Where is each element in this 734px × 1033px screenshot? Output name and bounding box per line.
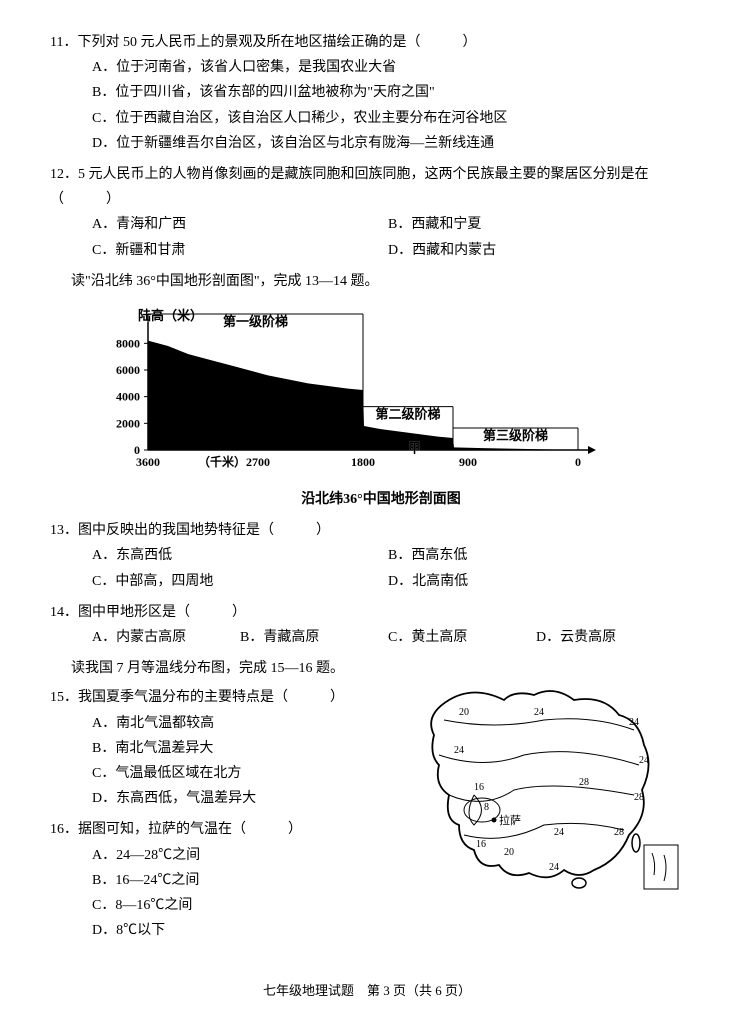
page-footer: 七年级地理试题 第 3 页（共 6 页） [50,979,684,1002]
q13-opt-b: B．西高东低 [388,543,684,568]
q12-options: A．青海和广西 B．西藏和宁夏 C．新疆和甘肃 D．西藏和内蒙古 [92,212,684,262]
svg-text:28: 28 [634,792,644,803]
svg-text:24: 24 [454,745,464,756]
q14-opt-b: B．青藏高原 [240,625,388,650]
isotherm-map: 拉萨202424242428282824201616824 [404,675,684,904]
q11-stem: 下列对 50 元人民币上的景观及所在地区描绘正确的是（ ） [77,35,476,50]
svg-text:8000: 8000 [116,336,140,350]
svg-text:2000: 2000 [116,416,140,430]
svg-text:28: 28 [579,777,589,788]
question-12: 12．5 元人民币上的人物肖像刻画的是藏族同胞和回族同胞，这两个民族最主要的聚居… [50,162,684,263]
svg-text:24: 24 [639,755,649,766]
svg-text:第一级阶梯: 第一级阶梯 [223,314,288,329]
svg-text:900: 900 [459,455,477,469]
profile-title: 沿北纬36°中国地形剖面图 [78,487,684,512]
q13-opt-c: C．中部高，四周地 [92,569,388,594]
q14-opt-a: A．内蒙古高原 [92,625,240,650]
svg-text:甲: 甲 [408,441,421,456]
svg-text:20: 20 [504,847,514,858]
q11-opt-a: A．位于河南省，该省人口密集，是我国农业大省 [92,55,684,80]
q14-stem: 图中甲地形区是（ ） [78,605,246,620]
svg-text:0: 0 [575,455,581,469]
q11-opt-b: B．位于四川省，该省东部的四川盆地被称为"天府之国" [92,80,684,105]
q11-opt-d: D．位于新疆维吾尔自治区，该自治区与北京有陇海—兰新线连通 [92,131,684,156]
svg-text:24: 24 [629,717,639,728]
svg-text:16: 16 [474,782,484,793]
q13-num: 13． [50,523,78,538]
svg-text:6000: 6000 [116,363,140,377]
q15-stem: 我国夏季气温分布的主要特点是（ ） [78,690,344,705]
q16-stem: 据图可知，拉萨的气温在（ ） [78,822,302,837]
svg-text:28: 28 [614,827,624,838]
isotherm-map-svg: 拉萨202424242428282824201616824 [404,675,684,895]
terrain-profile-svg: 陆高（米）02000400060008000第一级阶梯第二级阶梯第三级阶梯甲甲3… [78,300,598,480]
q14-opt-d: D．云贵高原 [536,625,684,650]
svg-text:3600: 3600 [136,455,160,469]
q13-options: A．东高西低 B．西高东低 C．中部高，四周地 D．北高南低 [92,543,684,593]
svg-text:20: 20 [459,707,469,718]
svg-text:（千米）: （千米） [198,454,246,469]
svg-text:拉萨: 拉萨 [499,813,521,827]
svg-text:第三级阶梯: 第三级阶梯 [483,428,548,443]
q12-opt-b: B．西藏和宁夏 [388,212,684,237]
q13-stem: 图中反映出的我国地势特征是（ ） [78,523,330,538]
question-13: 13．图中反映出的我国地势特征是（ ） A．东高西低 B．西高东低 C．中部高，… [50,518,684,594]
svg-text:24: 24 [534,707,544,718]
q14-opt-c: C．黄土高原 [388,625,536,650]
svg-text:8: 8 [484,802,489,813]
q11-options: A．位于河南省，该省人口密集，是我国农业大省 B．位于四川省，该省东部的四川盆地… [92,55,684,156]
q15-num: 15． [50,690,78,705]
q12-opt-d: D．西藏和内蒙古 [388,238,684,263]
svg-text:24: 24 [554,827,564,838]
q11-num: 11． [50,35,77,50]
reading-13-14: 读"沿北纬 36°中国地形剖面图"，完成 13—14 题。 [71,269,684,294]
q14-options: A．内蒙古高原 B．青藏高原 C．黄土高原 D．云贵高原 [92,625,684,650]
question-11: 11．下列对 50 元人民币上的景观及所在地区描绘正确的是（ ） A．位于河南省… [50,30,684,156]
svg-text:4000: 4000 [116,390,140,404]
terrain-profile-chart: 陆高（米）02000400060008000第一级阶梯第二级阶梯第三级阶梯甲甲3… [78,300,684,512]
q12-opt-a: A．青海和广西 [92,212,388,237]
svg-text:16: 16 [476,839,486,850]
svg-text:2700: 2700 [246,455,270,469]
svg-text:第二级阶梯: 第二级阶梯 [375,407,440,422]
q12-num: 12． [50,167,78,182]
q11-opt-c: C．位于西藏自治区，该自治区人口稀少，农业主要分布在河谷地区 [92,106,684,131]
q13-opt-d: D．北高南低 [388,569,684,594]
q12-stem: 5 元人民币上的人物肖像刻画的是藏族同胞和回族同胞，这两个民族最主要的聚居区分别… [50,167,649,207]
q16-opt-d: D．8℃以下 [92,918,684,943]
q14-num: 14． [50,605,78,620]
question-14: 14．图中甲地形区是（ ） A．内蒙古高原 B．青藏高原 C．黄土高原 D．云贵… [50,600,684,650]
svg-text:1800: 1800 [351,455,375,469]
q12-opt-c: C．新疆和甘肃 [92,238,388,263]
q16-num: 16． [50,822,78,837]
q13-opt-a: A．东高西低 [92,543,388,568]
svg-text:24: 24 [549,862,559,873]
